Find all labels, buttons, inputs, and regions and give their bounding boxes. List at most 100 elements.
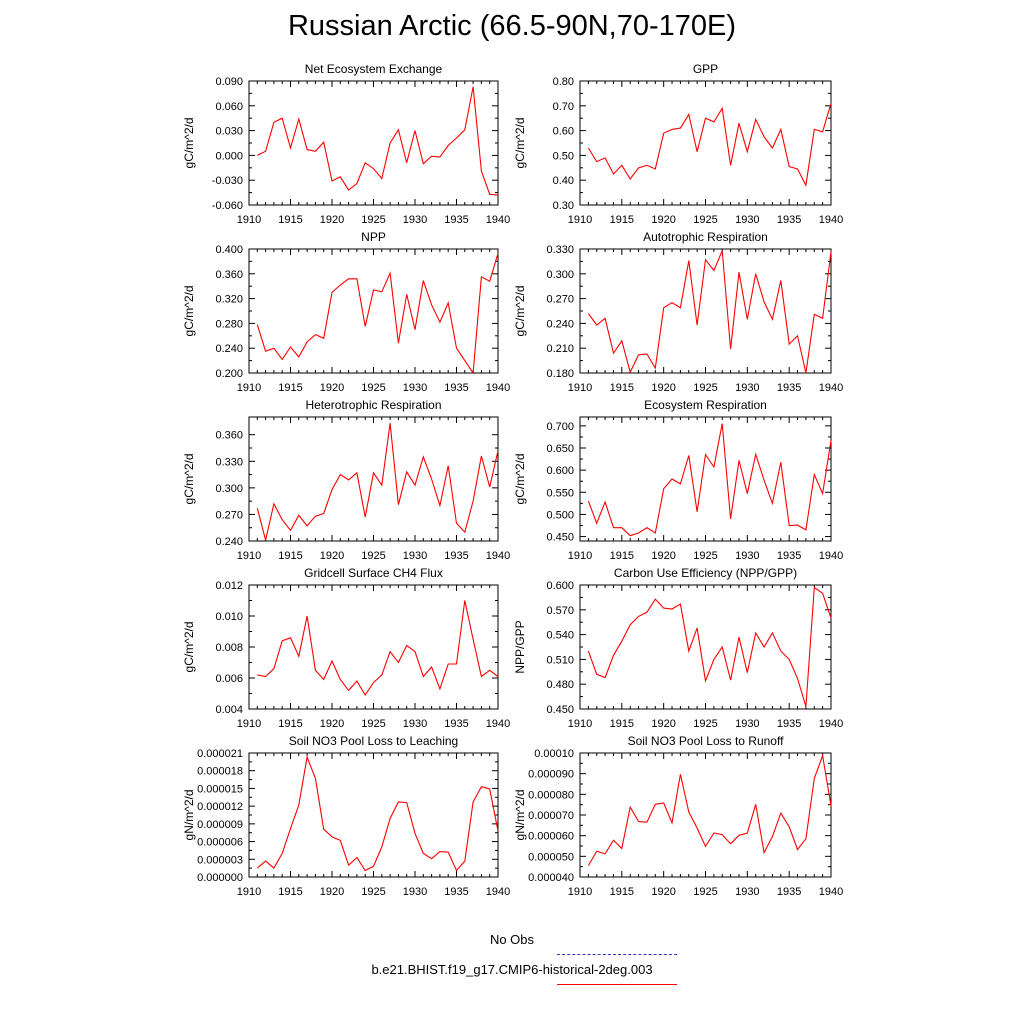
y-tick-label: 0.240 — [546, 318, 574, 330]
x-tick-label: 1915 — [610, 382, 634, 394]
panel-title: Heterotrophic Respiration — [305, 398, 441, 412]
x-tick-label: 1935 — [777, 886, 801, 898]
plot-frame — [248, 80, 499, 206]
y-tick-label: 0.80 — [553, 76, 574, 88]
x-tick-label: 1915 — [278, 718, 302, 730]
chart-panel: GPP gC/m^2/d 1910 1915 1920 1925 1930 1935 1940 0… — [513, 62, 843, 226]
y-tick-label: 0.400 — [215, 244, 243, 256]
y-axis-label: gC/m^2/d — [182, 118, 196, 169]
y-tick-label: 0.480 — [546, 679, 574, 691]
series-line — [256, 253, 499, 375]
x-tick-label: 1920 — [320, 382, 344, 394]
y-tick-label: 0.012 — [215, 580, 243, 592]
y-tick-label: 0.700 — [546, 421, 574, 433]
x-tick-label: 1940 — [819, 886, 843, 898]
x-tick-label: 1915 — [278, 550, 302, 562]
x-tick-label: 1920 — [320, 550, 344, 562]
x-tick-label: 1925 — [693, 382, 717, 394]
y-tick-label: 0.000070 — [528, 810, 574, 822]
x-tick-label: 1910 — [237, 718, 261, 730]
y-tick-label: 0.550 — [546, 487, 574, 499]
series-line — [257, 86, 499, 196]
x-tick-label: 1935 — [777, 382, 801, 394]
x-tick-label: 1925 — [361, 214, 385, 226]
y-tick-label: 0.180 — [546, 368, 574, 380]
y-tick-label: 0.000060 — [528, 831, 574, 843]
x-tick-label: 1915 — [610, 718, 634, 730]
x-tick-label: 1910 — [237, 382, 261, 394]
y-tick-label: 0.50 — [553, 150, 574, 162]
x-tick-label: 1935 — [444, 718, 468, 730]
plot-frame — [248, 752, 499, 878]
y-axis-label: gC/m^2/d — [513, 454, 527, 505]
panel-title: Gridcell Surface CH4 Flux — [304, 566, 443, 580]
plot-frame — [579, 416, 832, 542]
y-tick-label: 0.570 — [546, 605, 574, 617]
y-tick-label: 0.000050 — [528, 851, 574, 863]
x-tick-label: 1930 — [403, 382, 427, 394]
y-axis-label: gC/m^2/d — [513, 286, 527, 337]
y-tick-label: 0.330 — [546, 244, 574, 256]
y-tick-label: 0.030 — [215, 126, 243, 138]
panel-title: Soil NO3 Pool Loss to Leaching — [289, 734, 458, 748]
x-tick-label: 1930 — [735, 214, 759, 226]
y-tick-label: 0.600 — [546, 465, 574, 477]
series-line — [587, 250, 832, 374]
chart-panel: Net Ecosystem Exchange gC/m^2/d 1910 1915 19… — [182, 62, 510, 226]
y-axis-label: gN/m^2/d — [513, 790, 527, 841]
x-tick-label: 1910 — [568, 886, 592, 898]
chart-panel: Heterotrophic Respiration gC/m^2/d 1910 191… — [182, 398, 510, 562]
chart-panel: Ecosystem Respiration gC/m^2/d 1910 1915 192… — [513, 398, 843, 562]
chart-panel: Soil NO3 Pool Loss to Runoff gN/m^2/d 1910… — [513, 734, 843, 898]
x-tick-label: 1925 — [693, 214, 717, 226]
series-line — [257, 600, 499, 697]
x-tick-label: 1910 — [237, 886, 261, 898]
y-tick-label: 0.240 — [215, 536, 243, 548]
series-line — [587, 103, 832, 187]
x-tick-label: 1925 — [361, 550, 385, 562]
y-axis-label: gN/m^2/d — [182, 790, 196, 841]
x-tick-label: 1940 — [819, 382, 843, 394]
x-tick-label: 1935 — [444, 214, 468, 226]
x-tick-label: 1915 — [278, 382, 302, 394]
x-tick-label: 1910 — [237, 550, 261, 562]
y-tick-label: 0.320 — [215, 294, 243, 306]
page-title: Russian Arctic (66.5-90N,70-170E) — [287, 10, 737, 42]
x-tick-label: 1940 — [486, 214, 510, 226]
x-tick-label: 1925 — [693, 886, 717, 898]
chart-panel: NPP gC/m^2/d 1910 1915 1920 1925 1930 1935 1940 0… — [182, 230, 510, 394]
x-tick-label: 1940 — [486, 550, 510, 562]
panel-title: Soil NO3 Pool Loss to Runoff — [628, 734, 785, 748]
x-tick-label: 1925 — [361, 886, 385, 898]
y-tick-label: 0.200 — [215, 368, 243, 380]
plot-frame — [579, 248, 832, 374]
x-tick-label: 1920 — [651, 886, 675, 898]
plot-frame — [248, 416, 499, 542]
x-tick-label: 1910 — [568, 382, 592, 394]
x-tick-label: 1920 — [651, 718, 675, 730]
x-tick-label: 1915 — [610, 886, 634, 898]
x-tick-label: 1940 — [486, 382, 510, 394]
x-tick-label: 1935 — [777, 718, 801, 730]
y-axis-label: gC/m^2/d — [182, 286, 196, 337]
y-tick-label: 0.360 — [215, 269, 243, 281]
y-tick-label: 0.004 — [215, 704, 243, 716]
x-tick-label: 1925 — [361, 382, 385, 394]
y-axis-label: gC/m^2/d — [182, 454, 196, 505]
y-tick-label: 0.000015 — [197, 783, 243, 795]
plot-frame — [579, 80, 832, 206]
y-tick-label: 0.008 — [215, 642, 243, 654]
y-tick-label: 0.000080 — [528, 789, 574, 801]
chart-panel: Gridcell Surface CH4 Flux gC/m^2/d 1910 191… — [182, 566, 510, 730]
y-tick-label: 0.090 — [215, 76, 243, 88]
y-tick-label: 0.450 — [546, 704, 574, 716]
x-tick-label: 1940 — [819, 550, 843, 562]
x-tick-label: 1925 — [693, 718, 717, 730]
y-tick-label: 0.450 — [546, 532, 574, 544]
panel-title: Net Ecosystem Exchange — [305, 62, 443, 76]
y-tick-label: 0.540 — [546, 630, 574, 642]
y-tick-label: 0.500 — [546, 509, 574, 521]
x-tick-label: 1930 — [735, 550, 759, 562]
y-tick-label: -0.030 — [212, 175, 243, 187]
